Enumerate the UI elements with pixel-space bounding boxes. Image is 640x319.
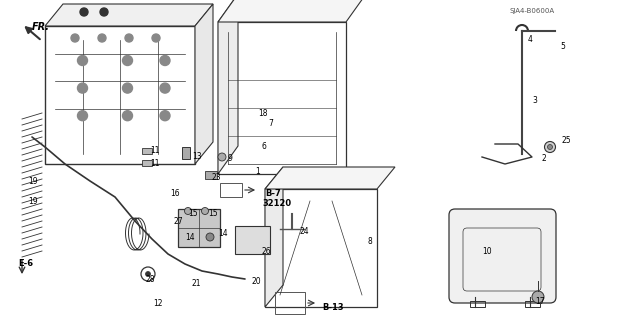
Text: 1: 1 [255, 167, 260, 176]
Text: 28: 28 [145, 275, 154, 284]
Text: 10: 10 [482, 247, 492, 256]
Bar [178, 209, 220, 247]
Text: 20: 20 [252, 277, 262, 286]
Text: 32120: 32120 [262, 199, 291, 209]
Circle shape [77, 83, 88, 93]
Polygon shape [195, 4, 213, 164]
Circle shape [100, 8, 108, 16]
Text: 25: 25 [562, 137, 572, 145]
Text: 4: 4 [528, 34, 533, 43]
Bar [265, 189, 377, 307]
Text: E-6: E-6 [18, 259, 33, 269]
Bar [525, 301, 540, 307]
Bar [182, 147, 190, 159]
Text: 7: 7 [268, 120, 273, 129]
Circle shape [218, 153, 226, 161]
Polygon shape [218, 0, 238, 174]
Circle shape [184, 207, 191, 214]
Text: 18: 18 [258, 109, 268, 118]
Polygon shape [265, 167, 395, 189]
Text: 14: 14 [185, 233, 195, 241]
Circle shape [77, 56, 88, 65]
Text: 11: 11 [150, 146, 159, 155]
Text: 11: 11 [150, 160, 159, 168]
Circle shape [160, 56, 170, 65]
Text: 8: 8 [368, 236, 372, 246]
Bar [205, 171, 217, 179]
Text: B-7: B-7 [265, 189, 281, 198]
Circle shape [125, 34, 133, 42]
Polygon shape [45, 4, 213, 26]
Text: 3: 3 [532, 97, 537, 106]
Text: 5: 5 [560, 42, 565, 51]
Text: 21: 21 [192, 279, 202, 288]
Circle shape [545, 142, 556, 152]
Text: 12: 12 [153, 300, 163, 308]
Text: 16: 16 [170, 189, 180, 198]
Text: 27: 27 [174, 217, 184, 226]
Text: 26: 26 [262, 247, 271, 256]
Text: 23: 23 [212, 173, 221, 182]
Text: 19: 19 [28, 176, 38, 186]
Text: 14: 14 [218, 229, 228, 239]
Bar [275, 292, 305, 314]
Circle shape [122, 111, 132, 121]
Bar [235, 226, 270, 254]
Circle shape [152, 34, 160, 42]
Polygon shape [218, 0, 366, 22]
Circle shape [145, 271, 150, 277]
Circle shape [71, 34, 79, 42]
Circle shape [122, 83, 132, 93]
Text: 15: 15 [208, 210, 218, 219]
Text: 6: 6 [262, 143, 267, 152]
Bar [218, 22, 346, 174]
Text: FR.: FR. [32, 22, 50, 32]
Bar [142, 160, 152, 166]
Circle shape [532, 291, 544, 303]
Text: 13: 13 [192, 152, 202, 161]
Bar [470, 301, 485, 307]
Text: 24: 24 [300, 226, 310, 235]
Circle shape [160, 83, 170, 93]
Circle shape [98, 34, 106, 42]
Bar [45, 26, 195, 164]
Circle shape [122, 56, 132, 65]
Text: 2: 2 [542, 154, 547, 164]
Circle shape [160, 111, 170, 121]
Circle shape [547, 145, 552, 150]
Bar [142, 148, 152, 154]
Circle shape [80, 8, 88, 16]
Text: B-13: B-13 [322, 302, 344, 311]
Text: 17: 17 [535, 296, 545, 306]
Polygon shape [265, 167, 283, 307]
FancyBboxPatch shape [449, 209, 556, 303]
Bar [220, 183, 242, 197]
Text: SJA4-B0600A: SJA4-B0600A [510, 8, 555, 14]
Text: 9: 9 [228, 154, 233, 164]
Circle shape [77, 111, 88, 121]
Circle shape [202, 207, 209, 214]
Text: 19: 19 [28, 197, 38, 205]
Text: 15: 15 [188, 210, 198, 219]
Circle shape [206, 233, 214, 241]
